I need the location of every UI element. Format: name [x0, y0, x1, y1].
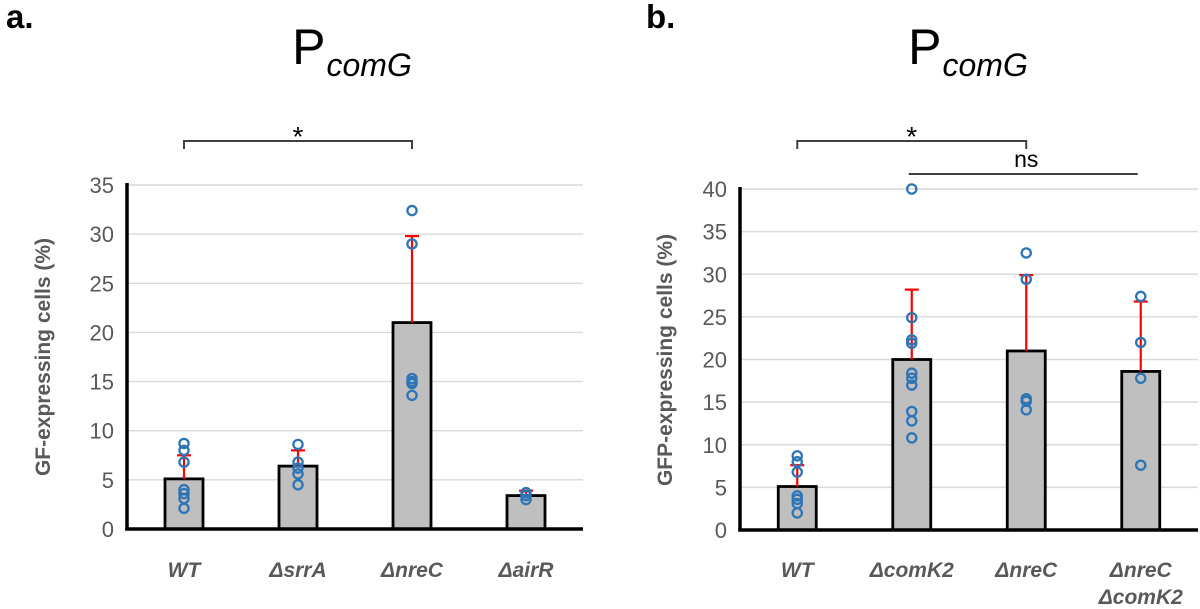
y-tick-label: 5: [715, 475, 727, 500]
y-tick-label: 10: [703, 433, 727, 458]
data-point: [905, 372, 918, 385]
bar-ΔnreC: [1005, 349, 1047, 532]
panel-a-title: PcomG: [292, 18, 412, 83]
panel-b-title: PcomG: [908, 18, 1028, 83]
category-label: WT: [781, 559, 816, 582]
data-point: [1020, 273, 1032, 286]
data-point: [292, 468, 304, 480]
y-tick-label: 20: [90, 320, 114, 345]
category-label: ΔcomK2: [1098, 586, 1183, 609]
y-tick-label: 25: [90, 271, 114, 296]
category-label: WT: [168, 559, 203, 582]
data-point: [905, 337, 918, 350]
y-tick-label: 0: [715, 518, 727, 543]
data-point: [1020, 247, 1032, 259]
promoter-subscript: comG: [942, 47, 1028, 83]
data-point: [791, 450, 803, 462]
panel-a-chart: 0 5 10 15 20 25 30 35 WT ΔsrrA ΔnreC ΔairR *: [90, 121, 583, 582]
data-point: [1135, 290, 1147, 303]
data-point: [406, 389, 418, 402]
y-tick-label: 5: [102, 468, 114, 493]
sig-bracket: [183, 140, 413, 149]
data-point: [292, 462, 304, 474]
data-point: [178, 437, 190, 450]
data-point: [1020, 404, 1032, 416]
data-point: [178, 502, 190, 515]
panel-b-chart: 0 5 10 15 20 25 30 35 40 WT ΔcomK2 ΔnreC ΔnreC ΔcomK2…: [703, 121, 1198, 609]
data-point: [905, 432, 918, 444]
y-tick-label: 35: [703, 220, 727, 245]
data-point: [791, 507, 803, 519]
data-point: [406, 238, 418, 250]
promoter-subscript: comG: [326, 47, 412, 83]
y-tick-label: 20: [703, 348, 727, 373]
promoter-symbol: P: [292, 19, 326, 75]
panel-b-letter: b.: [646, 0, 676, 35]
data-point: [178, 487, 190, 500]
bar-ΔsrrA: [277, 464, 319, 531]
data-point: [406, 377, 418, 390]
panel-b: b. PcomG GFP-expressing cells (%) 0 5 10 15…: [600, 0, 1200, 609]
bar-ΔcomK2: [891, 358, 933, 532]
sig-star-label: *: [906, 121, 917, 152]
y-tick-label: 30: [90, 222, 114, 247]
category-label: ΔnreC: [380, 559, 444, 582]
category-label: ΔnreC: [1109, 559, 1173, 582]
data-point: [905, 379, 918, 391]
data-point: [520, 493, 532, 506]
y-tick-label: 15: [90, 370, 114, 395]
bar-ΔnreC-ΔcomK2: [1120, 370, 1162, 532]
category-label: ΔcomK2: [869, 559, 954, 582]
category-label: ΔsrrA: [268, 559, 326, 582]
data-point: [905, 415, 918, 427]
y-tick-label: 0: [102, 517, 114, 542]
promoter-symbol: P: [908, 19, 942, 75]
data-point: [292, 456, 304, 468]
category-label: ΔnreC: [994, 559, 1058, 582]
data-point: [292, 438, 304, 451]
data-point: [1135, 372, 1147, 385]
y-tick-label: 40: [703, 177, 727, 202]
y-tick-label: 15: [703, 390, 727, 415]
data-point: [905, 183, 918, 195]
y-tick-label: 30: [703, 262, 727, 287]
data-point: [406, 204, 418, 217]
data-point: [791, 466, 803, 478]
panel-a: a. PcomG GF-expressing cells (%) 0 5 10 15 2…: [6, 0, 583, 582]
y-tick-label: 10: [90, 419, 114, 444]
sig-bracket: [796, 140, 1028, 149]
bar-ΔnreC: [391, 321, 433, 531]
y-tick-label: 25: [703, 305, 727, 330]
data-point: [905, 367, 918, 379]
category-label: ΔairR: [498, 559, 555, 582]
y-tick-label: 35: [90, 173, 114, 198]
data-point: [905, 311, 918, 324]
data-point: [1135, 459, 1147, 471]
data-point: [1135, 336, 1147, 349]
data-point: [292, 479, 304, 491]
data-point: [791, 493, 803, 506]
sig-ns-label: ns: [1014, 146, 1038, 172]
data-point: [178, 456, 190, 468]
sig-star-label: *: [293, 121, 304, 152]
data-point: [178, 444, 190, 457]
panel-a-letter: a.: [6, 0, 34, 35]
data-point: [520, 489, 532, 502]
